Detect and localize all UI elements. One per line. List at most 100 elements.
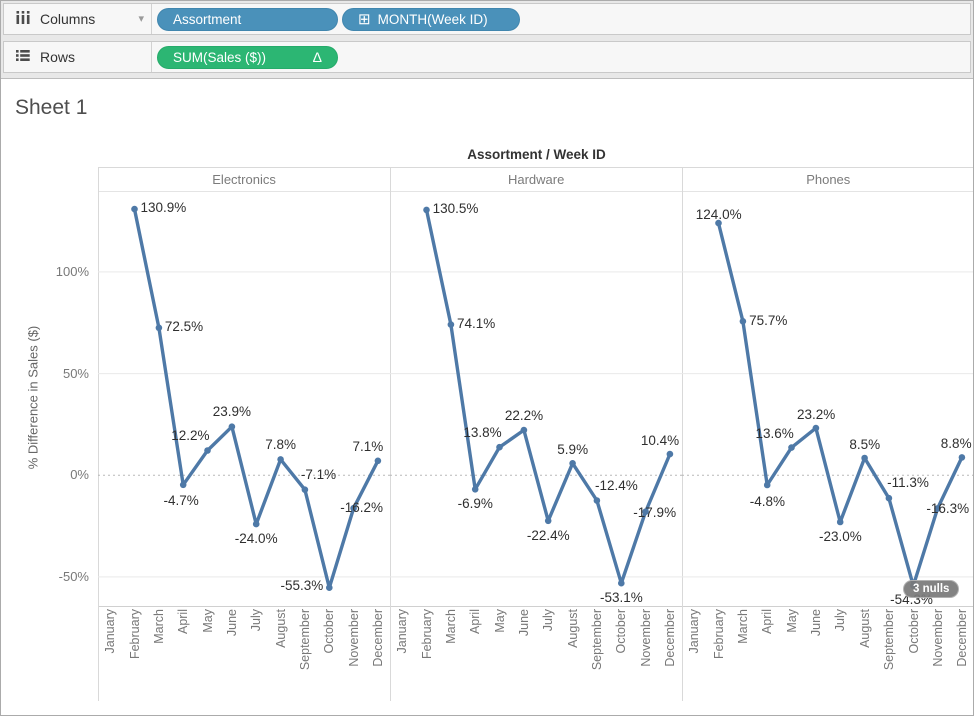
data-point-marker[interactable]	[204, 447, 211, 454]
panel-header-phones[interactable]: Phones	[806, 172, 851, 187]
data-label: -7.1%	[300, 466, 337, 482]
data-label: -23.0%	[819, 529, 862, 544]
y-axis-tick-label: 100%	[55, 263, 89, 279]
data-point-marker[interactable]	[764, 481, 771, 489]
data-point-marker[interactable]	[739, 318, 747, 325]
data-point-marker[interactable]	[593, 497, 601, 504]
data-label: 7.1%	[352, 438, 384, 454]
columns-pill-area: Assortment ⊞ MONTH(Week ID)	[152, 4, 520, 34]
data-point-marker[interactable]	[496, 443, 503, 451]
line-chart-electronics	[98, 205, 391, 591]
data-point-marker[interactable]	[934, 505, 942, 512]
axis-label-month[interactable]: November	[346, 609, 361, 667]
data-label: 130.9%	[140, 200, 187, 216]
rows-icon	[15, 48, 31, 66]
data-point-marker[interactable]	[837, 518, 844, 526]
pill-sum-sales-label: SUM(Sales ($))	[173, 49, 267, 65]
axis-label-month[interactable]: September	[882, 609, 897, 671]
data-point-marker[interactable]	[326, 584, 333, 591]
axis-label-month[interactable]: July	[249, 609, 264, 632]
axis-label-month[interactable]: June	[224, 609, 239, 637]
data-point-marker[interactable]	[252, 520, 260, 528]
axis-label-month[interactable]: March	[444, 609, 458, 644]
data-point-marker[interactable]	[666, 450, 674, 458]
axis-label-month[interactable]: February	[127, 609, 142, 660]
data-label: 5.9%	[557, 442, 589, 458]
data-point-marker[interactable]	[544, 517, 552, 525]
data-point-marker[interactable]	[228, 423, 236, 430]
data-point-marker[interactable]	[715, 219, 722, 227]
data-point-marker[interactable]	[179, 481, 187, 489]
panel-header-hardware[interactable]: Hardware	[507, 172, 565, 187]
data-point-marker[interactable]	[301, 486, 309, 494]
axis-label-month[interactable]: October	[906, 609, 921, 654]
nulls-indicator[interactable]: 3 nulls	[903, 580, 960, 598]
data-point-marker[interactable]	[350, 504, 357, 512]
axis-label-month[interactable]: August	[565, 609, 580, 648]
axis-label-month[interactable]: January	[103, 609, 118, 654]
axis-label-month[interactable]: September	[590, 609, 604, 671]
data-point-marker[interactable]	[618, 579, 625, 587]
data-point-marker[interactable]	[520, 426, 528, 434]
data-point-marker[interactable]	[861, 454, 869, 462]
expand-plus-icon[interactable]: ⊞	[358, 10, 371, 28]
axis-label-month[interactable]: December	[370, 609, 385, 667]
axis-label-month[interactable]: December	[955, 609, 970, 667]
axis-label-month[interactable]: April	[176, 609, 191, 635]
data-point-marker[interactable]	[471, 486, 479, 493]
data-point-marker[interactable]	[812, 424, 820, 432]
data-label: 10.4%	[640, 433, 680, 449]
data-point-marker[interactable]	[423, 206, 430, 214]
chevron-down-icon[interactable]: ▾	[138, 13, 144, 25]
data-point-marker[interactable]	[788, 444, 795, 451]
axis-label-month[interactable]: February	[711, 609, 726, 660]
data-point-marker[interactable]	[155, 324, 163, 332]
axis-label-month[interactable]: June	[517, 609, 531, 637]
axis-label-month[interactable]: April	[760, 609, 775, 635]
data-point-marker[interactable]	[958, 454, 966, 461]
axis-label-month[interactable]: July	[541, 609, 556, 632]
pill-month-week-id[interactable]: ⊞ MONTH(Week ID)	[342, 7, 520, 31]
axis-label-month[interactable]: May	[200, 609, 215, 633]
axis-label-month[interactable]: July	[833, 609, 848, 632]
axis-label-month[interactable]: May	[784, 609, 799, 633]
data-point-marker[interactable]	[885, 494, 893, 502]
data-label: -16.3%	[926, 501, 970, 517]
data-label: -4.7%	[163, 492, 199, 508]
data-label: -55.3%	[280, 577, 324, 593]
axis-label-month[interactable]: September	[297, 609, 312, 671]
data-point-marker[interactable]	[447, 321, 455, 328]
columns-icon	[15, 10, 31, 28]
pill-sum-sales[interactable]: SUM(Sales ($)) Δ	[157, 45, 338, 69]
data-label: 72.5%	[164, 318, 204, 334]
axis-label-month[interactable]: April	[468, 609, 483, 635]
pill-assortment[interactable]: Assortment	[157, 7, 338, 31]
data-point-marker[interactable]	[277, 456, 284, 463]
axis-label-month[interactable]: February	[419, 609, 434, 660]
panel-separator	[682, 167, 684, 701]
data-point-marker[interactable]	[131, 205, 138, 213]
panel-header-electronics[interactable]: Electronics	[212, 172, 276, 187]
axis-label-month[interactable]: June	[809, 609, 824, 637]
axis-label-month[interactable]: December	[663, 609, 677, 667]
data-label: 13.8%	[463, 425, 502, 441]
axis-label-month[interactable]: November	[638, 609, 653, 667]
data-point-marker[interactable]	[569, 460, 576, 467]
data-label: -24.0%	[234, 531, 278, 547]
axis-label-month[interactable]: January	[687, 609, 702, 654]
axis-label-month[interactable]: October	[614, 609, 629, 654]
data-point-marker[interactable]	[642, 508, 649, 515]
table-calc-delta-icon[interactable]: Δ	[312, 49, 322, 65]
axis-label-month[interactable]: January	[395, 609, 410, 654]
axis-label-month[interactable]: November	[930, 609, 945, 667]
data-label: 23.2%	[796, 407, 836, 423]
axis-label-month[interactable]: March	[151, 609, 166, 644]
data-point-marker[interactable]	[374, 457, 382, 465]
axis-label-month[interactable]: October	[322, 609, 337, 654]
chart-title: Assortment / Week ID	[467, 147, 606, 162]
axis-label-month[interactable]: March	[736, 609, 751, 644]
axis-label-month[interactable]: August	[857, 609, 872, 648]
axis-label-month[interactable]: May	[492, 609, 507, 633]
axis-label-month[interactable]: August	[273, 609, 288, 648]
